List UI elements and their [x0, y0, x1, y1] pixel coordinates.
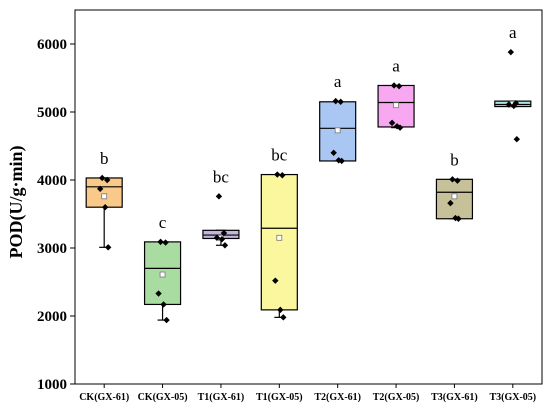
box-iqr	[85, 177, 123, 208]
box-group: a	[377, 56, 415, 131]
mean-marker	[159, 271, 166, 278]
x-tick-label: T1(GX-05)	[256, 392, 303, 403]
y-tick-label: 2000	[37, 309, 67, 325]
data-point	[388, 119, 396, 127]
data-point	[104, 244, 112, 251]
data-point	[507, 48, 515, 56]
plot-frame	[74, 9, 543, 385]
significance-letter: b	[450, 150, 459, 169]
data-point	[213, 234, 221, 241]
data-point	[455, 215, 462, 222]
data-point	[395, 82, 403, 90]
x-tick-label: CK(GX-61)	[79, 392, 129, 403]
significance-letter: a	[334, 72, 342, 91]
data-point	[274, 171, 281, 178]
y-tick-label: 3000	[37, 241, 67, 257]
x-tick-label: T3(GX-61)	[431, 392, 478, 403]
significance-letter: bc	[271, 146, 288, 165]
box-group: a	[319, 72, 357, 165]
mean-marker	[276, 234, 283, 241]
data-point	[280, 314, 287, 321]
data-point	[510, 102, 518, 110]
data-point	[155, 290, 162, 297]
data-point	[160, 301, 167, 308]
data-point	[513, 136, 521, 143]
data-point	[103, 176, 111, 184]
data-point	[163, 316, 170, 324]
data-point	[215, 193, 223, 200]
y-tick-label: 5000	[37, 105, 67, 121]
significance-letter: c	[159, 213, 167, 232]
data-point	[277, 306, 284, 314]
x-tick-label: T2(GX-05)	[373, 392, 420, 403]
data-point	[101, 204, 109, 211]
data-point	[449, 176, 456, 183]
box-group: a	[494, 23, 532, 143]
y-axis-title: POD(U/g·min)	[6, 146, 27, 259]
box-iqr	[260, 173, 298, 311]
x-tick-label: T1(GX-61)	[198, 392, 245, 403]
y-tick-label: 4000	[37, 173, 67, 189]
data-point	[396, 124, 404, 131]
data-point	[221, 242, 229, 249]
data-point	[162, 239, 169, 246]
mean-marker	[393, 102, 399, 109]
data-point	[272, 277, 279, 284]
data-point	[218, 235, 226, 243]
data-point	[98, 174, 106, 182]
data-point	[332, 97, 339, 105]
box-group: c	[143, 213, 182, 324]
data-point	[337, 98, 344, 105]
x-axis-labels: CK(GX-61) CK(GX-05) T1(GX-61) T1(GX-05) T2(G…	[79, 384, 536, 403]
significance-letter: b	[100, 149, 109, 168]
significance-letter: a	[509, 23, 517, 42]
y-tick-label: 1000	[37, 377, 67, 393]
data-point	[390, 82, 398, 89]
significance-letter: a	[392, 56, 400, 75]
data-point	[96, 185, 104, 193]
mean-marker	[101, 193, 108, 200]
data-point	[454, 177, 461, 184]
y-axis-ticks: 1000 2000 3000 4000 5000 6000	[37, 37, 75, 393]
data-point	[338, 157, 345, 165]
data-point	[220, 229, 228, 237]
x-tick-label: T2(GX-61)	[314, 392, 361, 403]
y-tick-label: 6000	[37, 37, 67, 53]
data-point	[330, 149, 337, 156]
box-group: b	[85, 149, 123, 251]
data-point	[447, 199, 454, 207]
data-point	[335, 157, 342, 164]
x-tick-label: CK(GX-05)	[138, 392, 188, 403]
box-group: bc	[260, 146, 298, 321]
data-point	[157, 238, 164, 246]
significance-letter: bc	[213, 167, 230, 186]
box-group: bc	[202, 167, 240, 249]
mean-marker	[451, 193, 458, 200]
mean-marker	[334, 127, 341, 134]
data-point	[505, 101, 513, 108]
x-tick-label: T3(GX-05)	[489, 392, 536, 403]
box-group: b	[435, 150, 474, 222]
data-point	[279, 172, 286, 179]
